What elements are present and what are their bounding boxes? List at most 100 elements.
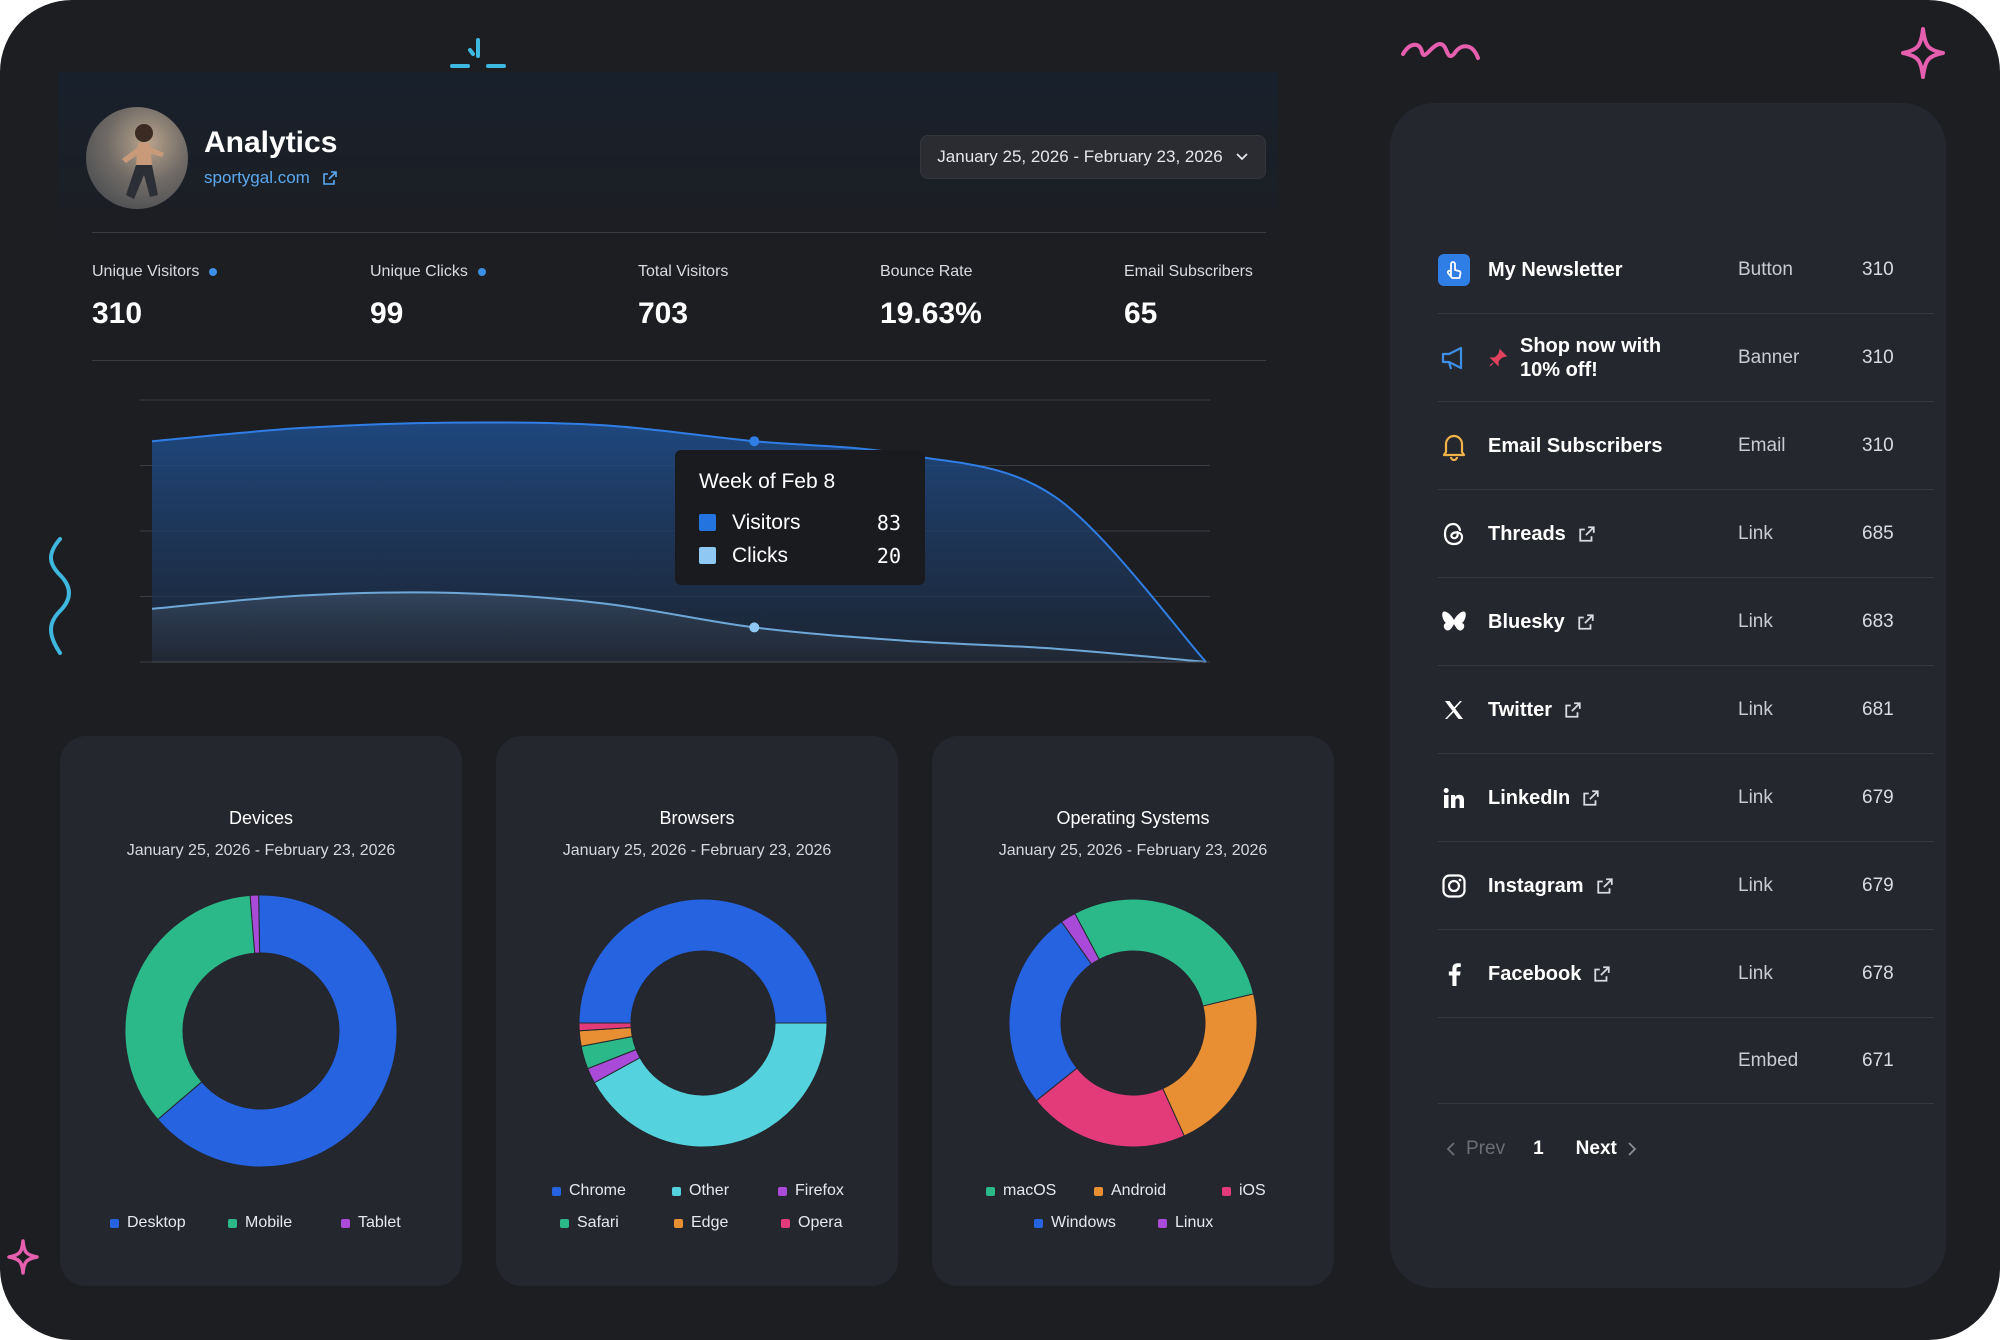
series-line-clicks: [151, 591, 1207, 663]
legend-label: Safari: [577, 1214, 619, 1231]
legend-firefox: Firefox: [778, 1182, 844, 1200]
next-button[interactable]: Next: [1576, 1138, 1637, 1160]
link-title[interactable]: My Newsletter: [1488, 258, 1623, 281]
link-row-newsletter[interactable]: My Newsletter Button 310: [1438, 226, 1934, 314]
legend-label: Android: [1111, 1182, 1167, 1199]
link-type: Email: [1738, 434, 1786, 456]
link-count: 310: [1862, 258, 1894, 280]
devices-card: Devices January 25, 2026 - February 23, …: [60, 736, 462, 1286]
link-title-group[interactable]: Instagram: [1488, 874, 1614, 898]
legend-swatch: [986, 1186, 995, 1196]
link-count: 679: [1862, 786, 1894, 808]
link-title-group[interactable]: LinkedIn: [1488, 786, 1600, 810]
pointer-hand-icon: [1438, 253, 1470, 286]
legend-safari: Safari: [560, 1214, 619, 1232]
avatar[interactable]: [86, 107, 188, 209]
devices-donut-chart[interactable]: [124, 894, 398, 1168]
link-type: Link: [1738, 698, 1773, 720]
megaphone-icon: [1438, 342, 1470, 374]
link-row-twitter[interactable]: Twitter Link 681: [1438, 666, 1934, 754]
slice-chrome[interactable]: [578, 898, 828, 1024]
link-row-threads[interactable]: Threads Link 685: [1438, 490, 1934, 578]
link-row-embed[interactable]: Embed 671: [1438, 1018, 1934, 1104]
os-donut-chart[interactable]: [1008, 898, 1258, 1148]
chevron-left-icon: [1446, 1142, 1455, 1156]
external-link-icon[interactable]: [1577, 613, 1595, 631]
site-link-label[interactable]: sportygal.com: [204, 168, 310, 187]
slice-other[interactable]: [593, 1022, 828, 1148]
date-range-picker[interactable]: January 25, 2026 - February 23, 2026: [920, 135, 1266, 179]
card-date-range: January 25, 2026 - February 23, 2026: [126, 842, 396, 859]
stat-unique-visitors: Unique Visitors 310: [92, 263, 218, 331]
card-title: Operating Systems: [1056, 808, 1210, 828]
link-row-instagram[interactable]: Instagram Link 679: [1438, 842, 1934, 930]
wave-line-icon: [49, 537, 71, 655]
legend-swatch: [560, 1218, 569, 1228]
link-title-group[interactable]: Facebook: [1488, 962, 1611, 986]
legend-label: Chrome: [569, 1182, 626, 1199]
external-link-icon[interactable]: [322, 170, 338, 186]
tooltip-series-value: 20: [876, 543, 901, 568]
slice-tablet[interactable]: [249, 894, 261, 954]
legend-swatch: [552, 1186, 561, 1196]
slice-linux[interactable]: [1060, 912, 1100, 965]
external-link-icon[interactable]: [1593, 965, 1611, 983]
link-count: 683: [1862, 610, 1894, 632]
chevron-right-icon: [1628, 1142, 1637, 1156]
chart-tooltip: Week of Feb 8 Visitors 83 Clicks 20: [675, 450, 925, 585]
link-title[interactable]: Instagram: [1488, 874, 1584, 897]
stat-email-subscribers: Email Subscribers 65: [1124, 263, 1253, 331]
prev-button[interactable]: Prev: [1446, 1138, 1505, 1160]
legend-swatch: [778, 1186, 787, 1196]
tooltip-swatch: [699, 514, 716, 531]
browsers-donut-chart[interactable]: [578, 898, 828, 1148]
slice-desktop[interactable]: [157, 894, 398, 1168]
link-title[interactable]: Shop now with 10% off!: [1520, 334, 1662, 381]
slice-macos[interactable]: [1074, 898, 1255, 1007]
link-title-group[interactable]: Twitter: [1488, 698, 1582, 722]
legend-edge: Edge: [674, 1214, 728, 1232]
data-point-clicks[interactable]: [749, 622, 760, 633]
link-title[interactable]: Threads: [1488, 522, 1566, 545]
stat-total-visitors: Total Visitors 703: [638, 263, 728, 331]
link-title[interactable]: Twitter: [1488, 698, 1553, 721]
slice-windows[interactable]: [1008, 920, 1093, 1102]
pagination: Prev 1 Next: [1446, 1138, 1637, 1160]
stat-label: Total Visitors: [638, 263, 729, 280]
legend-swatch: [341, 1218, 350, 1228]
page-number[interactable]: 1: [1533, 1138, 1544, 1159]
squiggle-loop-icon: [1401, 41, 1480, 60]
link-row-banner[interactable]: Shop now with 10% off! Banner 310: [1438, 314, 1934, 402]
link-title-group[interactable]: Threads: [1488, 522, 1596, 546]
card-title: Devices: [228, 808, 294, 828]
stat-value: 703: [638, 297, 689, 330]
prev-label[interactable]: Prev: [1466, 1138, 1506, 1159]
link-title[interactable]: Bluesky: [1488, 610, 1565, 633]
data-point-visitors[interactable]: [749, 436, 760, 447]
link-title[interactable]: Facebook: [1488, 962, 1582, 985]
link-type: Link: [1738, 610, 1773, 632]
legend-swatch: [1222, 1186, 1231, 1196]
link-row-facebook[interactable]: Facebook Link 678: [1438, 930, 1934, 1018]
external-link-icon[interactable]: [1582, 789, 1600, 807]
instagram-icon: [1438, 870, 1470, 902]
link-title-group[interactable]: Bluesky: [1488, 610, 1595, 634]
slice-mobile[interactable]: [124, 894, 256, 1121]
slice-opera[interactable]: [578, 1022, 632, 1032]
link-title[interactable]: LinkedIn: [1488, 786, 1571, 809]
link-title[interactable]: Email Subscribers: [1488, 434, 1663, 457]
next-label[interactable]: Next: [1575, 1138, 1617, 1159]
stat-value: 65: [1124, 297, 1158, 330]
external-link-icon[interactable]: [1596, 877, 1614, 895]
external-link-icon[interactable]: [1564, 701, 1582, 719]
link-row-bluesky[interactable]: Bluesky Link 683: [1438, 578, 1934, 666]
link-title-group[interactable]: Shop now with 10% off!: [1488, 334, 1690, 382]
link-row-email[interactable]: Email Subscribers Email 310: [1438, 402, 1934, 490]
card-date-range: January 25, 2026 - February 23, 2026: [562, 842, 832, 859]
external-link-icon[interactable]: [1578, 525, 1596, 543]
slice-android[interactable]: [1162, 993, 1258, 1137]
site-link[interactable]: sportygal.com: [204, 168, 338, 188]
link-row-linkedin[interactable]: LinkedIn Link 679: [1438, 754, 1934, 842]
legend-label: Mobile: [245, 1214, 293, 1231]
